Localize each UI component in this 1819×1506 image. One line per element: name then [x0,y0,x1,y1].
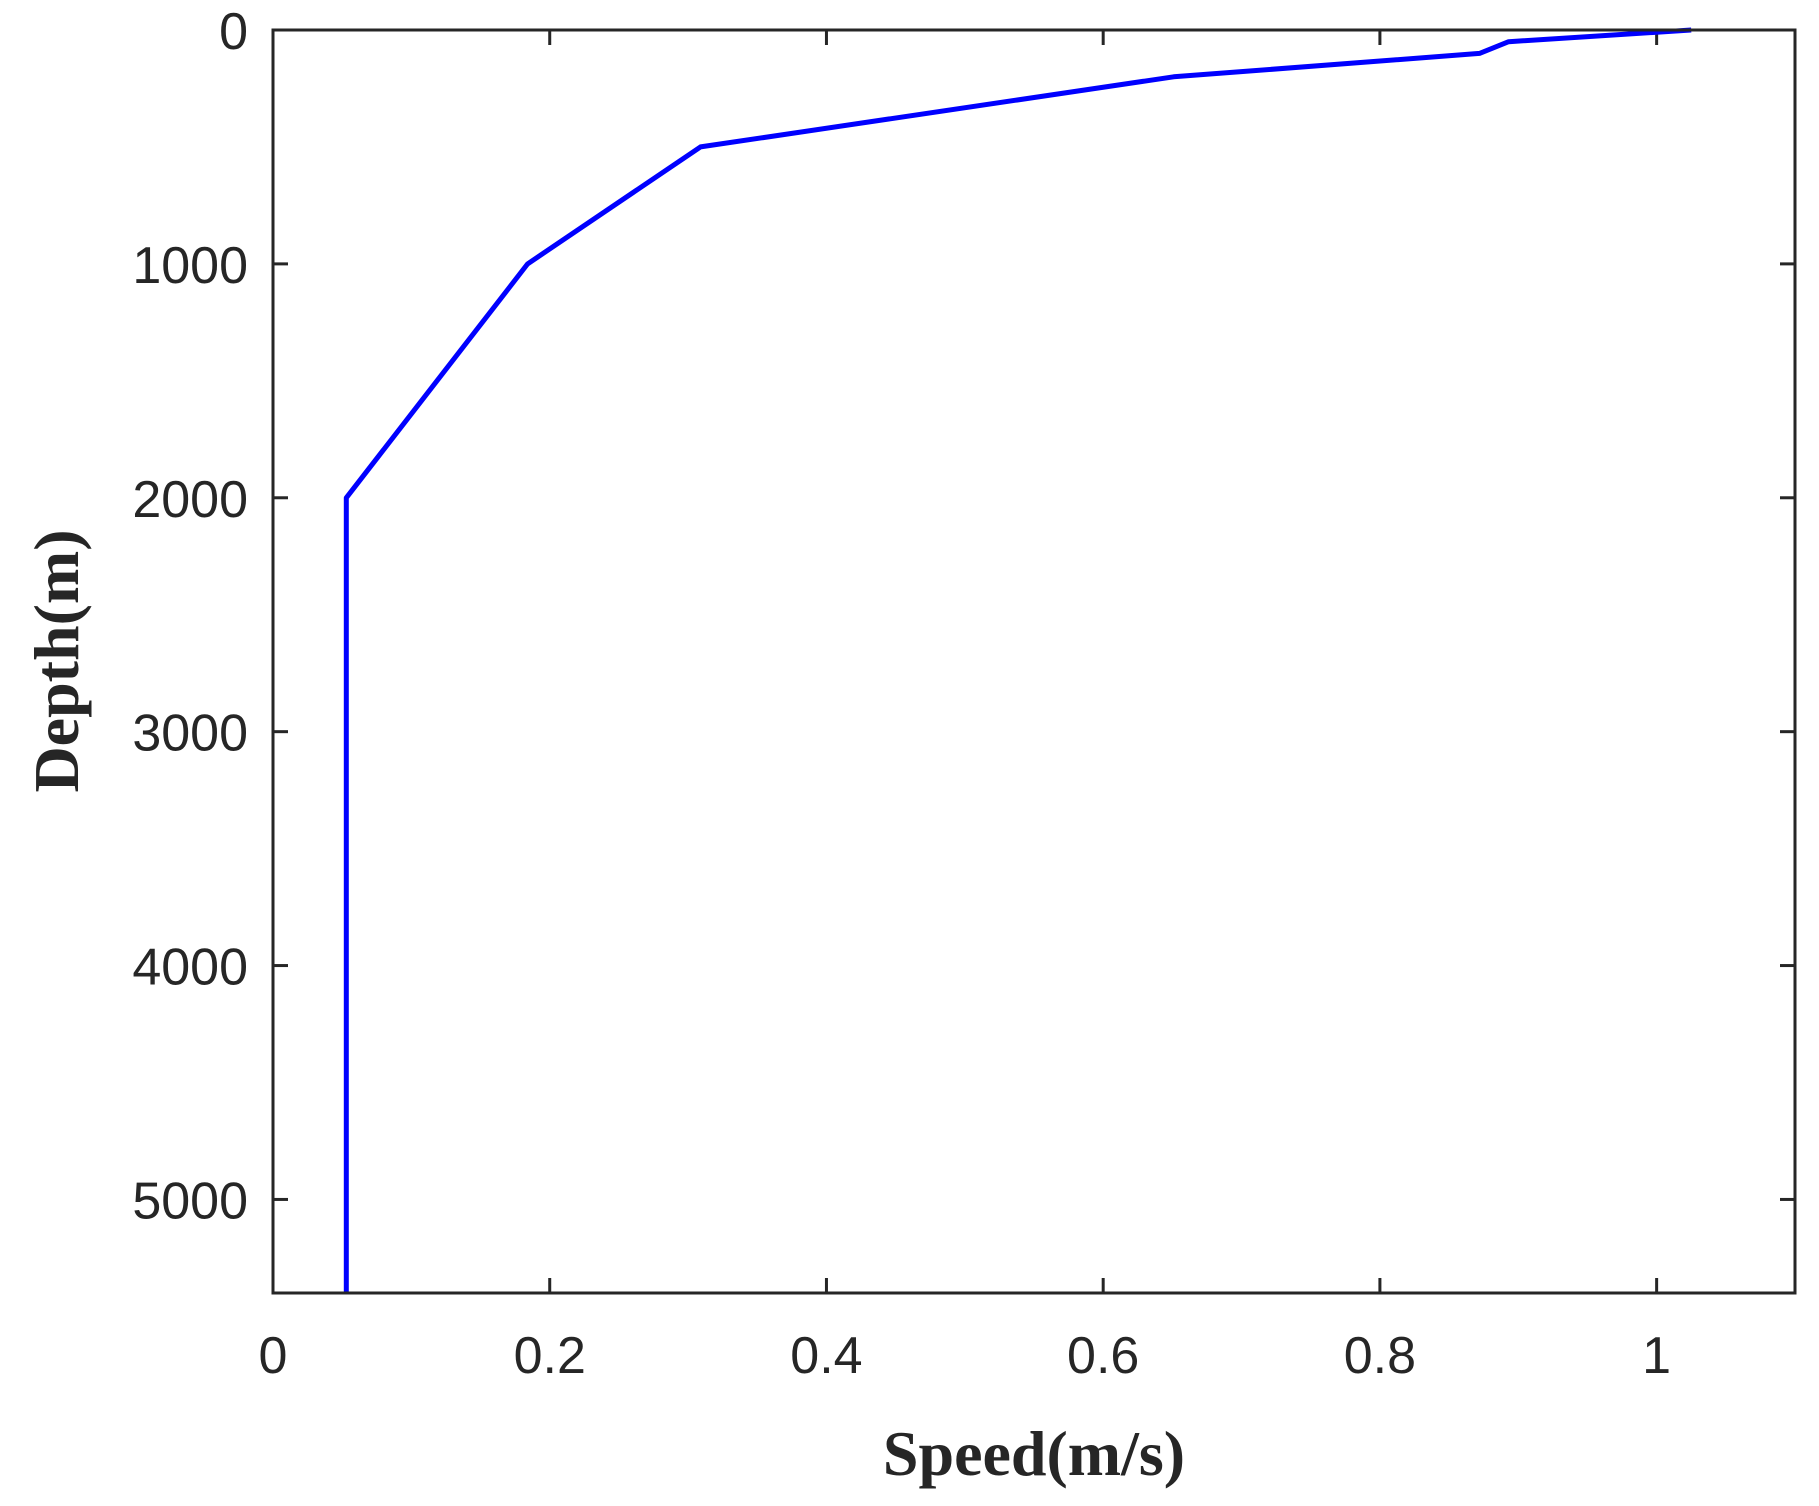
y-tick-label: 3000 [132,705,248,763]
speed-profile-line [343,27,1692,1293]
x-tick-labels: 0 0.2 0.4 0.6 0.8 1 [259,1327,1672,1385]
x-tick-label: 0.2 [514,1327,586,1385]
y-tick-label: 4000 [132,939,248,997]
x-tick-label: 0 [259,1327,288,1385]
y-tick-labels: 0 1000 2000 3000 4000 5000 [132,3,248,1230]
series-layer [343,27,1692,1293]
x-axis-title: Speed(m/s) [883,1418,1185,1489]
plot-area [273,30,1795,1293]
y-tick-label: 1000 [132,237,248,295]
y-tick-label: 0 [219,3,248,61]
y-axis-title: Depth(m) [21,529,92,792]
x-tick-label: 0.4 [790,1327,862,1385]
x-tick-label: 0.8 [1344,1327,1416,1385]
x-tick-label: 1 [1642,1327,1671,1385]
y-tick-label: 5000 [132,1172,248,1230]
x-tick-label: 0.6 [1067,1327,1139,1385]
plot-frame [271,28,1797,1295]
y-tick-label: 2000 [132,471,248,529]
